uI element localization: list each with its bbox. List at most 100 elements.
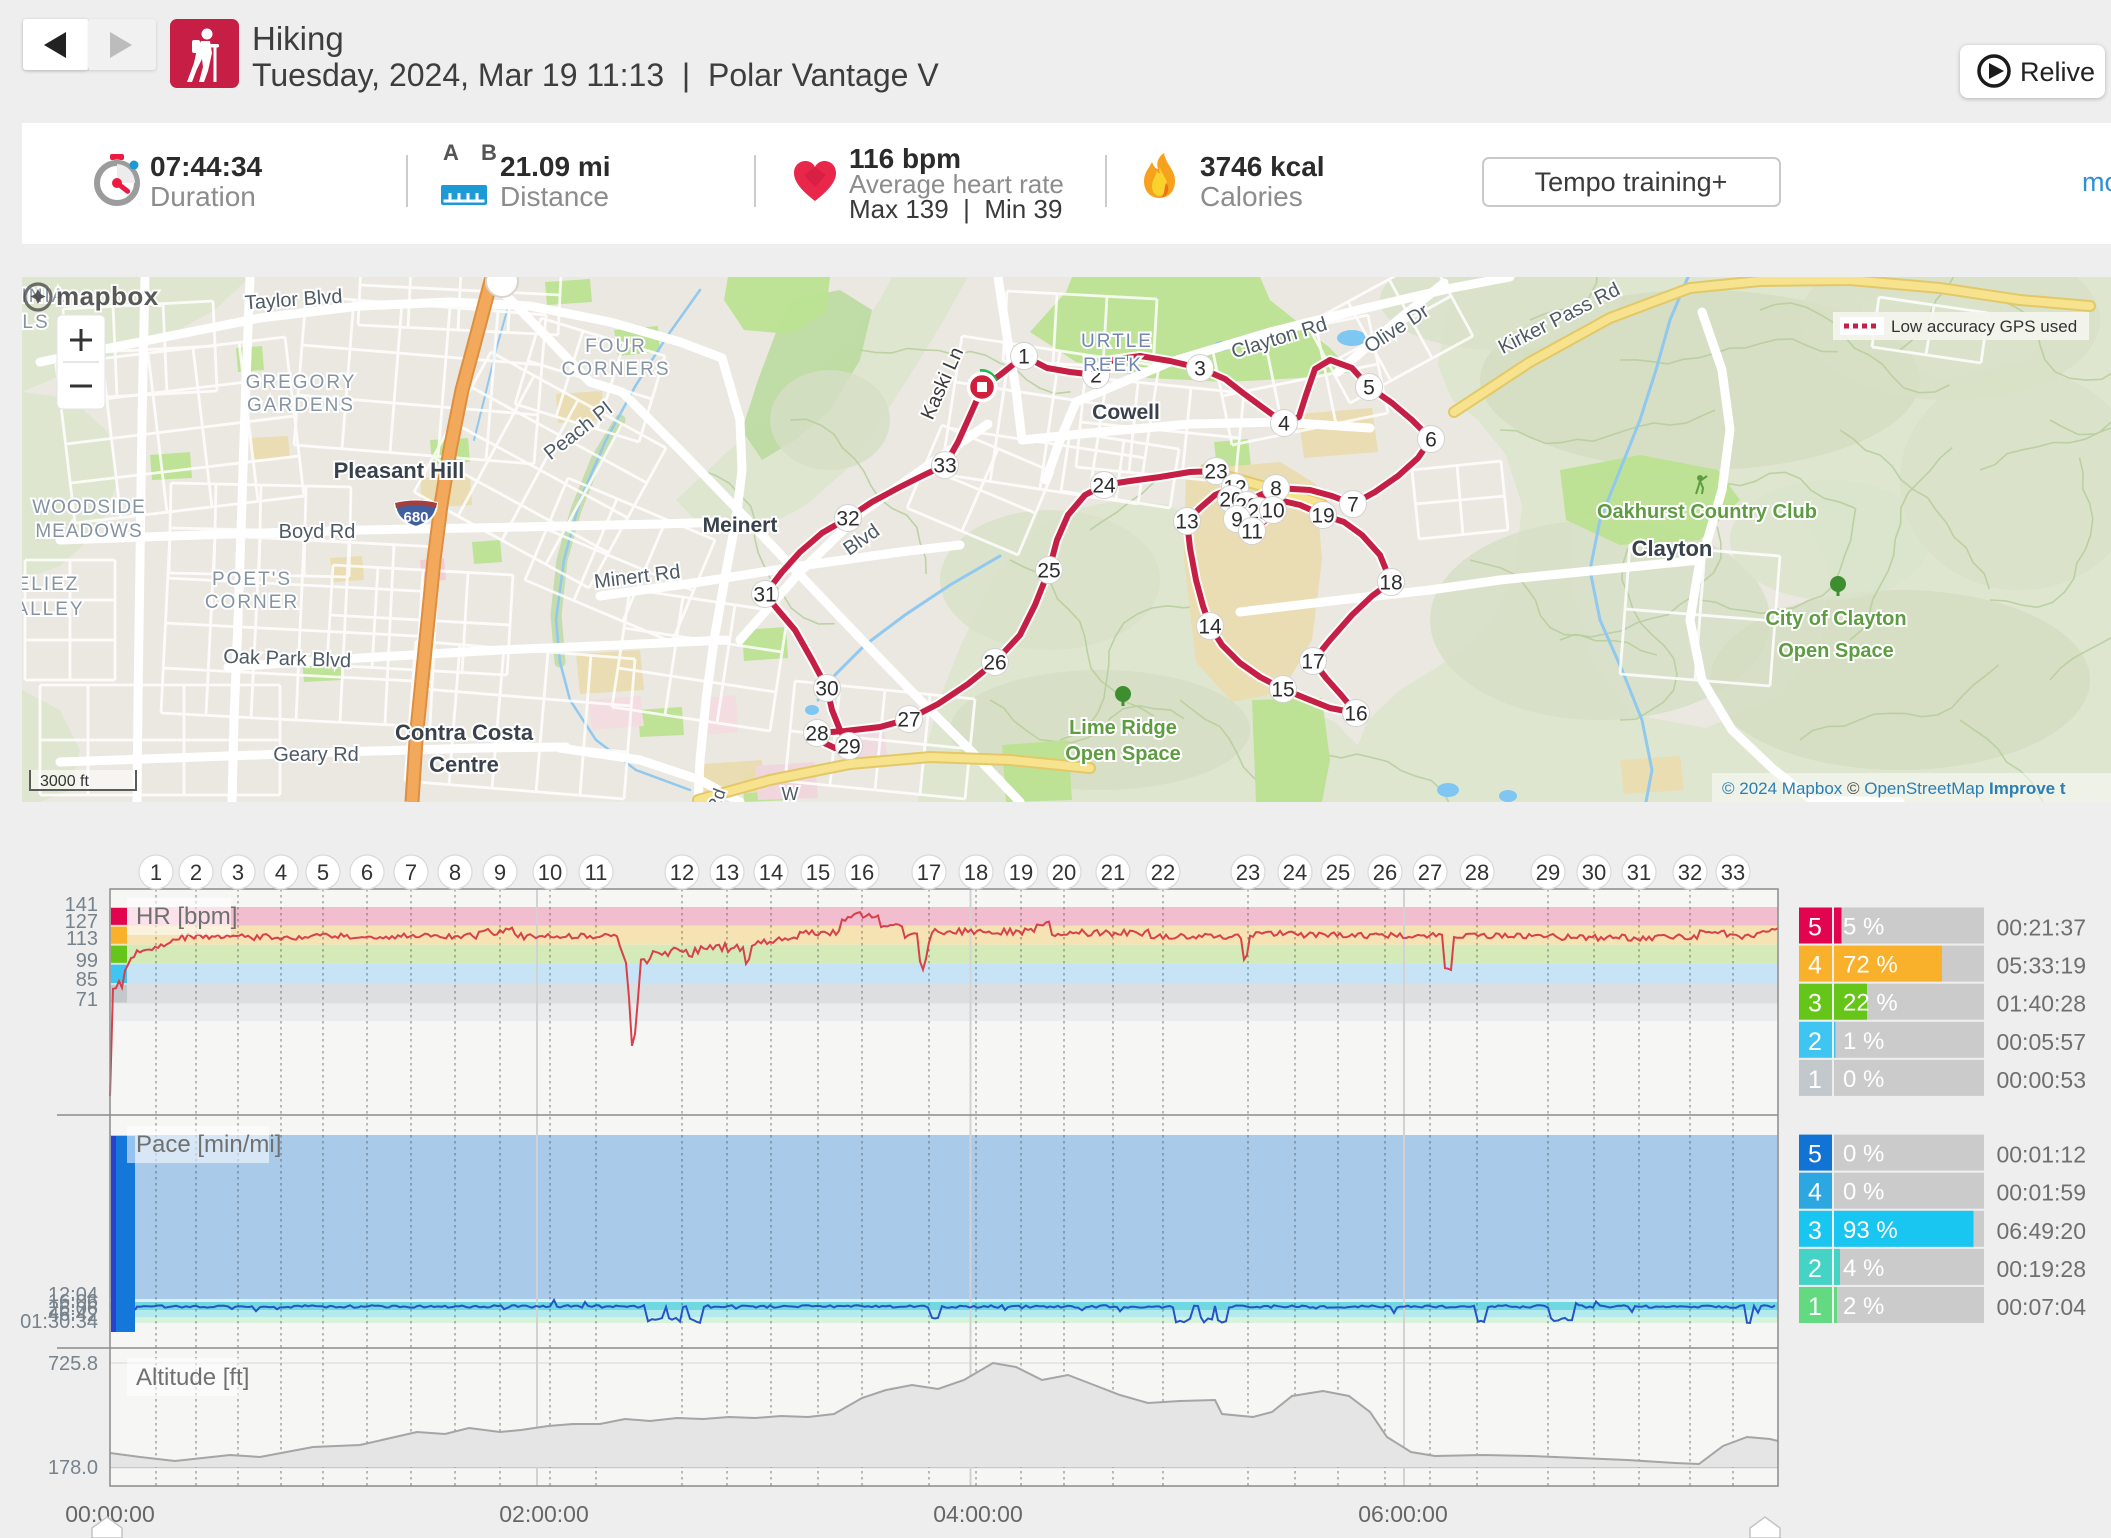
svg-text:© 2024 Mapbox © OpenStreetMap: © 2024 Mapbox © OpenStreetMap Improve t: [1722, 779, 2066, 798]
svg-text:05:33:19: 05:33:19: [1996, 953, 2086, 979]
svg-text:5: 5: [1808, 1141, 1822, 1169]
svg-text:Meinert: Meinert: [703, 514, 778, 537]
svg-text:6: 6: [361, 860, 373, 885]
svg-text:MEADOWS: MEADOWS: [35, 521, 142, 542]
svg-text:CORNERS: CORNERS: [561, 359, 670, 380]
svg-text:4: 4: [1278, 413, 1290, 436]
svg-text:3: 3: [1194, 358, 1206, 381]
svg-text:2: 2: [1808, 1028, 1822, 1056]
svg-text:27: 27: [897, 709, 920, 732]
svg-text:12:04: 12:04: [48, 1284, 98, 1306]
svg-text:26: 26: [1373, 860, 1397, 885]
svg-text:10: 10: [538, 860, 562, 885]
svg-text:27: 27: [1418, 860, 1442, 885]
svg-text:00:05:57: 00:05:57: [1996, 1029, 2086, 1055]
svg-text:GARDENS: GARDENS: [247, 395, 355, 416]
svg-text:26:06: 26:06: [48, 1298, 98, 1320]
svg-text:1: 1: [1018, 346, 1030, 369]
svg-text:680: 680: [403, 509, 428, 526]
svg-text:4 %: 4 %: [1843, 1255, 1884, 1282]
svg-text:14: 14: [759, 860, 783, 885]
svg-text:7: 7: [1347, 494, 1359, 517]
svg-text:1 %: 1 %: [1843, 1028, 1884, 1055]
svg-text:71: 71: [76, 989, 98, 1011]
svg-text:mo: mo: [2082, 167, 2111, 197]
svg-text:00:01:59: 00:01:59: [1996, 1180, 2086, 1206]
svg-text:18: 18: [1379, 572, 1402, 595]
svg-text:4: 4: [1808, 952, 1822, 980]
svg-text:ELIEZ: ELIEZ: [22, 574, 79, 595]
svg-text:17: 17: [1301, 651, 1324, 674]
svg-text:46:42: 46:42: [48, 1304, 98, 1326]
svg-text:0 %: 0 %: [1843, 1179, 1884, 1206]
svg-text:23: 23: [1204, 461, 1227, 484]
svg-text:5: 5: [1363, 377, 1375, 400]
svg-text:URTLE: URTLE: [1081, 331, 1153, 352]
svg-text:01:30:34: 01:30:34: [20, 1311, 98, 1333]
svg-text:93 %: 93 %: [1843, 1217, 1898, 1244]
svg-text:Duration: Duration: [150, 181, 256, 212]
svg-text:Average heart rate: Average heart rate: [849, 169, 1064, 199]
svg-text:18: 18: [964, 860, 988, 885]
svg-text:00:07:04: 00:07:04: [1996, 1294, 2086, 1320]
svg-text:00:21:37: 00:21:37: [1996, 915, 2086, 941]
svg-text:06:00:00: 06:00:00: [1358, 1501, 1448, 1527]
svg-text:HR [bpm]: HR [bpm]: [136, 903, 237, 930]
svg-text:POET'S: POET'S: [212, 569, 292, 590]
svg-text:Altitude [ft]: Altitude [ft]: [136, 1364, 249, 1391]
svg-text:Open Space: Open Space: [1778, 640, 1894, 662]
svg-text:Tempo training+: Tempo training+: [1535, 167, 1728, 197]
svg-text:7: 7: [405, 860, 417, 885]
svg-text:15: 15: [1271, 679, 1294, 702]
svg-text:13: 13: [1175, 511, 1198, 534]
svg-text:22 %: 22 %: [1843, 990, 1898, 1017]
svg-text:33: 33: [1721, 860, 1745, 885]
svg-text:178.0: 178.0: [48, 1457, 98, 1479]
svg-text:31: 31: [1627, 860, 1651, 885]
svg-text:Relive: Relive: [2020, 57, 2095, 87]
svg-text:Lime Ridge: Lime Ridge: [1069, 717, 1177, 739]
svg-text:Boyd Rd: Boyd Rd: [279, 521, 356, 543]
svg-text:2 %: 2 %: [1843, 1293, 1884, 1320]
svg-text:141: 141: [65, 894, 98, 916]
svg-text:01:40:28: 01:40:28: [1996, 991, 2086, 1017]
svg-text:2: 2: [1090, 365, 1102, 388]
svg-text:5 %: 5 %: [1843, 914, 1884, 941]
svg-text:29: 29: [1536, 860, 1560, 885]
svg-text:Open Space: Open Space: [1065, 743, 1181, 765]
svg-text:mapbox: mapbox: [56, 281, 159, 311]
svg-text:14: 14: [1198, 616, 1222, 639]
svg-text:32: 32: [836, 508, 859, 531]
svg-text:11: 11: [585, 860, 608, 885]
svg-text:3: 3: [232, 860, 244, 885]
svg-text:0 %: 0 %: [1843, 1066, 1884, 1093]
svg-text:WOODSIDE: WOODSIDE: [32, 497, 146, 518]
svg-text:32: 32: [1678, 860, 1702, 885]
svg-text:30: 30: [1582, 860, 1606, 885]
svg-text:ALLEY: ALLEY: [22, 599, 85, 620]
svg-text:Contra Costa: Contra Costa: [395, 720, 534, 745]
svg-text:28: 28: [1465, 860, 1489, 885]
svg-text:17: 17: [917, 860, 941, 885]
svg-text:30: 30: [815, 678, 838, 701]
svg-text:8: 8: [449, 860, 461, 885]
svg-text:725.8: 725.8: [48, 1353, 98, 1375]
svg-text:116 bpm: 116 bpm: [849, 143, 961, 174]
svg-text:CORNER: CORNER: [205, 592, 299, 613]
svg-text:00:19:28: 00:19:28: [1996, 1256, 2086, 1282]
svg-text:2: 2: [190, 860, 202, 885]
svg-text:3746 kcal: 3746 kcal: [1200, 151, 1325, 182]
svg-text:1: 1: [1808, 1066, 1822, 1094]
svg-text:99: 99: [76, 950, 98, 972]
svg-text:31: 31: [753, 584, 776, 607]
svg-text:Cowell: Cowell: [1092, 401, 1160, 424]
svg-text:9: 9: [1231, 509, 1243, 532]
svg-text:15: 15: [806, 860, 830, 885]
svg-text:33: 33: [933, 455, 956, 478]
svg-text:B: B: [481, 140, 497, 165]
svg-text:Centre: Centre: [429, 752, 499, 777]
svg-text:127: 127: [65, 911, 98, 933]
svg-text:12: 12: [670, 860, 694, 885]
svg-text:GREGORY: GREGORY: [246, 372, 357, 393]
svg-text:8: 8: [1270, 478, 1282, 501]
